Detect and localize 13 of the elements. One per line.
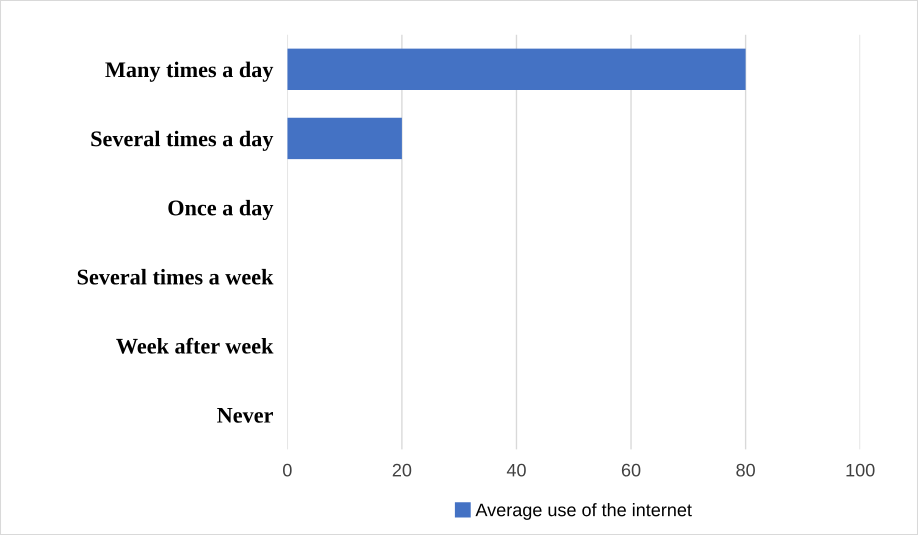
y-tick-label: Many times a day — [105, 62, 274, 82]
x-tick-label: 0 — [283, 464, 292, 477]
y-tick-label: Never — [217, 408, 273, 423]
y-tick-label: Several times a day — [91, 130, 274, 151]
y-tick-label: Several times a week — [78, 268, 274, 285]
x-tick-label: 80 — [736, 464, 755, 477]
x-tick-label: 40 — [506, 464, 526, 477]
y-tick-label: Week after week — [116, 338, 274, 354]
x-tick-label: 20 — [392, 464, 412, 477]
x-tick-label: 60 — [622, 464, 640, 477]
x-tick-label: 100 — [846, 464, 875, 477]
y-tick-label: Once a day — [168, 200, 274, 220]
legend-label: Average use of the internet — [475, 503, 692, 520]
